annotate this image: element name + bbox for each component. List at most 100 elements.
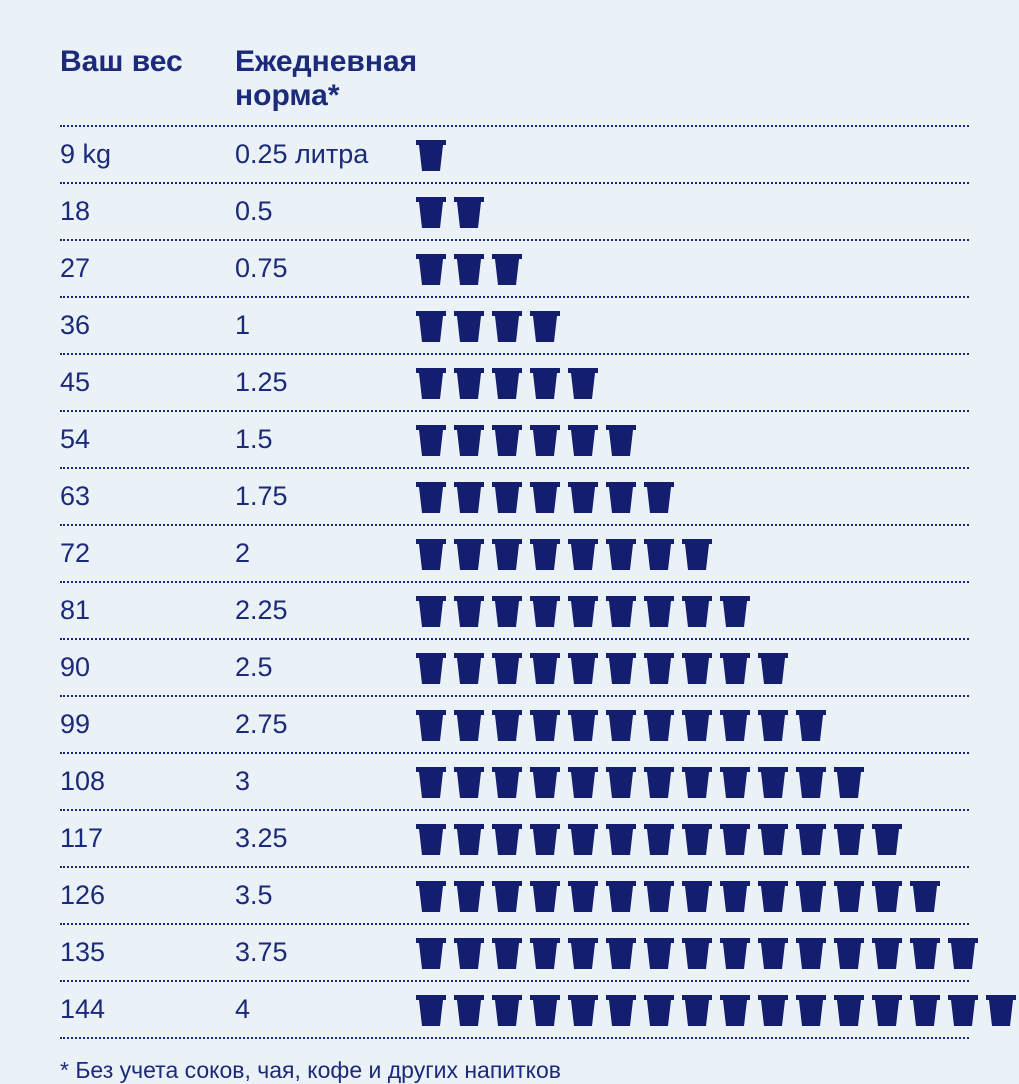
- cell-norm: 1.25: [235, 367, 415, 398]
- cup-icon: [491, 366, 523, 400]
- cup-icon: [491, 936, 523, 970]
- cup-icon: [909, 936, 941, 970]
- cup-icon: [871, 993, 903, 1027]
- cell-norm: 2.5: [235, 652, 415, 683]
- cell-cups: [415, 195, 969, 229]
- cell-weight: 9 kg: [60, 139, 235, 170]
- cell-cups: [415, 879, 969, 913]
- cup-icon: [529, 879, 561, 913]
- cup-icon: [529, 594, 561, 628]
- cell-cups: [415, 366, 969, 400]
- cup-icon: [757, 765, 789, 799]
- cup-icon: [833, 879, 865, 913]
- cup-icon: [833, 993, 865, 1027]
- cup-icon: [757, 708, 789, 742]
- cup-icon: [415, 138, 447, 172]
- cup-icon: [491, 594, 523, 628]
- cup-icon: [453, 195, 485, 229]
- cup-icon: [491, 252, 523, 286]
- cup-icon: [643, 765, 675, 799]
- cup-icon: [453, 594, 485, 628]
- cell-weight: 81: [60, 595, 235, 626]
- cell-norm: 3.75: [235, 937, 415, 968]
- cup-icon: [491, 651, 523, 685]
- cell-weight: 18: [60, 196, 235, 227]
- cup-icon: [795, 879, 827, 913]
- cup-icon: [947, 993, 979, 1027]
- cup-icon: [453, 993, 485, 1027]
- table-row: 812.25: [60, 581, 969, 638]
- cup-icon: [415, 708, 447, 742]
- cup-icon: [605, 708, 637, 742]
- cup-icon: [415, 936, 447, 970]
- cell-cups: [415, 708, 969, 742]
- cup-icon: [605, 822, 637, 856]
- table-row: 180.5: [60, 182, 969, 239]
- cell-cups: [415, 594, 969, 628]
- cup-icon: [529, 993, 561, 1027]
- cup-icon: [605, 423, 637, 457]
- header-norm: Ежедневная норма*: [235, 45, 417, 113]
- table-row: 631.75: [60, 467, 969, 524]
- cell-weight: 27: [60, 253, 235, 284]
- cell-cups: [415, 537, 969, 571]
- cup-icon: [491, 708, 523, 742]
- cup-icon: [567, 594, 599, 628]
- table-row: 541.5: [60, 410, 969, 467]
- cup-icon: [833, 822, 865, 856]
- cell-cups: [415, 423, 969, 457]
- cup-icon: [947, 936, 979, 970]
- cup-icon: [567, 993, 599, 1027]
- cup-icon: [643, 993, 675, 1027]
- cup-icon: [529, 936, 561, 970]
- cup-icon: [415, 423, 447, 457]
- cup-icon: [795, 765, 827, 799]
- cell-cups: [415, 309, 969, 343]
- cup-icon: [529, 708, 561, 742]
- cell-weight: 99: [60, 709, 235, 740]
- cup-icon: [605, 765, 637, 799]
- cup-icon: [453, 936, 485, 970]
- cup-icon: [567, 708, 599, 742]
- cup-icon: [719, 708, 751, 742]
- cup-icon: [681, 594, 713, 628]
- cup-icon: [415, 309, 447, 343]
- cup-icon: [415, 879, 447, 913]
- cup-icon: [415, 252, 447, 286]
- cup-icon: [757, 651, 789, 685]
- table-row: 1083: [60, 752, 969, 809]
- cup-icon: [757, 822, 789, 856]
- cup-icon: [491, 765, 523, 799]
- cup-icon: [643, 651, 675, 685]
- table-row: 902.5: [60, 638, 969, 695]
- cup-icon: [605, 993, 637, 1027]
- cup-icon: [909, 993, 941, 1027]
- cup-icon: [605, 936, 637, 970]
- cup-icon: [529, 309, 561, 343]
- table-row: 1173.25: [60, 809, 969, 866]
- cup-icon: [719, 765, 751, 799]
- cup-icon: [833, 936, 865, 970]
- cup-icon: [643, 480, 675, 514]
- cup-icon: [415, 366, 447, 400]
- cup-icon: [567, 480, 599, 514]
- cup-icon: [681, 537, 713, 571]
- cup-icon: [757, 879, 789, 913]
- cell-cups: [415, 252, 969, 286]
- cup-icon: [795, 708, 827, 742]
- cup-icon: [643, 537, 675, 571]
- cup-icon: [909, 879, 941, 913]
- header-weight: Ваш вес: [60, 45, 235, 79]
- cell-norm: 0.75: [235, 253, 415, 284]
- cup-icon: [681, 879, 713, 913]
- cup-icon: [415, 195, 447, 229]
- cup-icon: [453, 765, 485, 799]
- cell-norm: 4: [235, 994, 415, 1025]
- cup-icon: [453, 252, 485, 286]
- cell-norm: 0.5: [235, 196, 415, 227]
- cell-norm: 2.25: [235, 595, 415, 626]
- cup-icon: [605, 651, 637, 685]
- table-row: 361: [60, 296, 969, 353]
- cup-icon: [415, 822, 447, 856]
- cup-icon: [491, 822, 523, 856]
